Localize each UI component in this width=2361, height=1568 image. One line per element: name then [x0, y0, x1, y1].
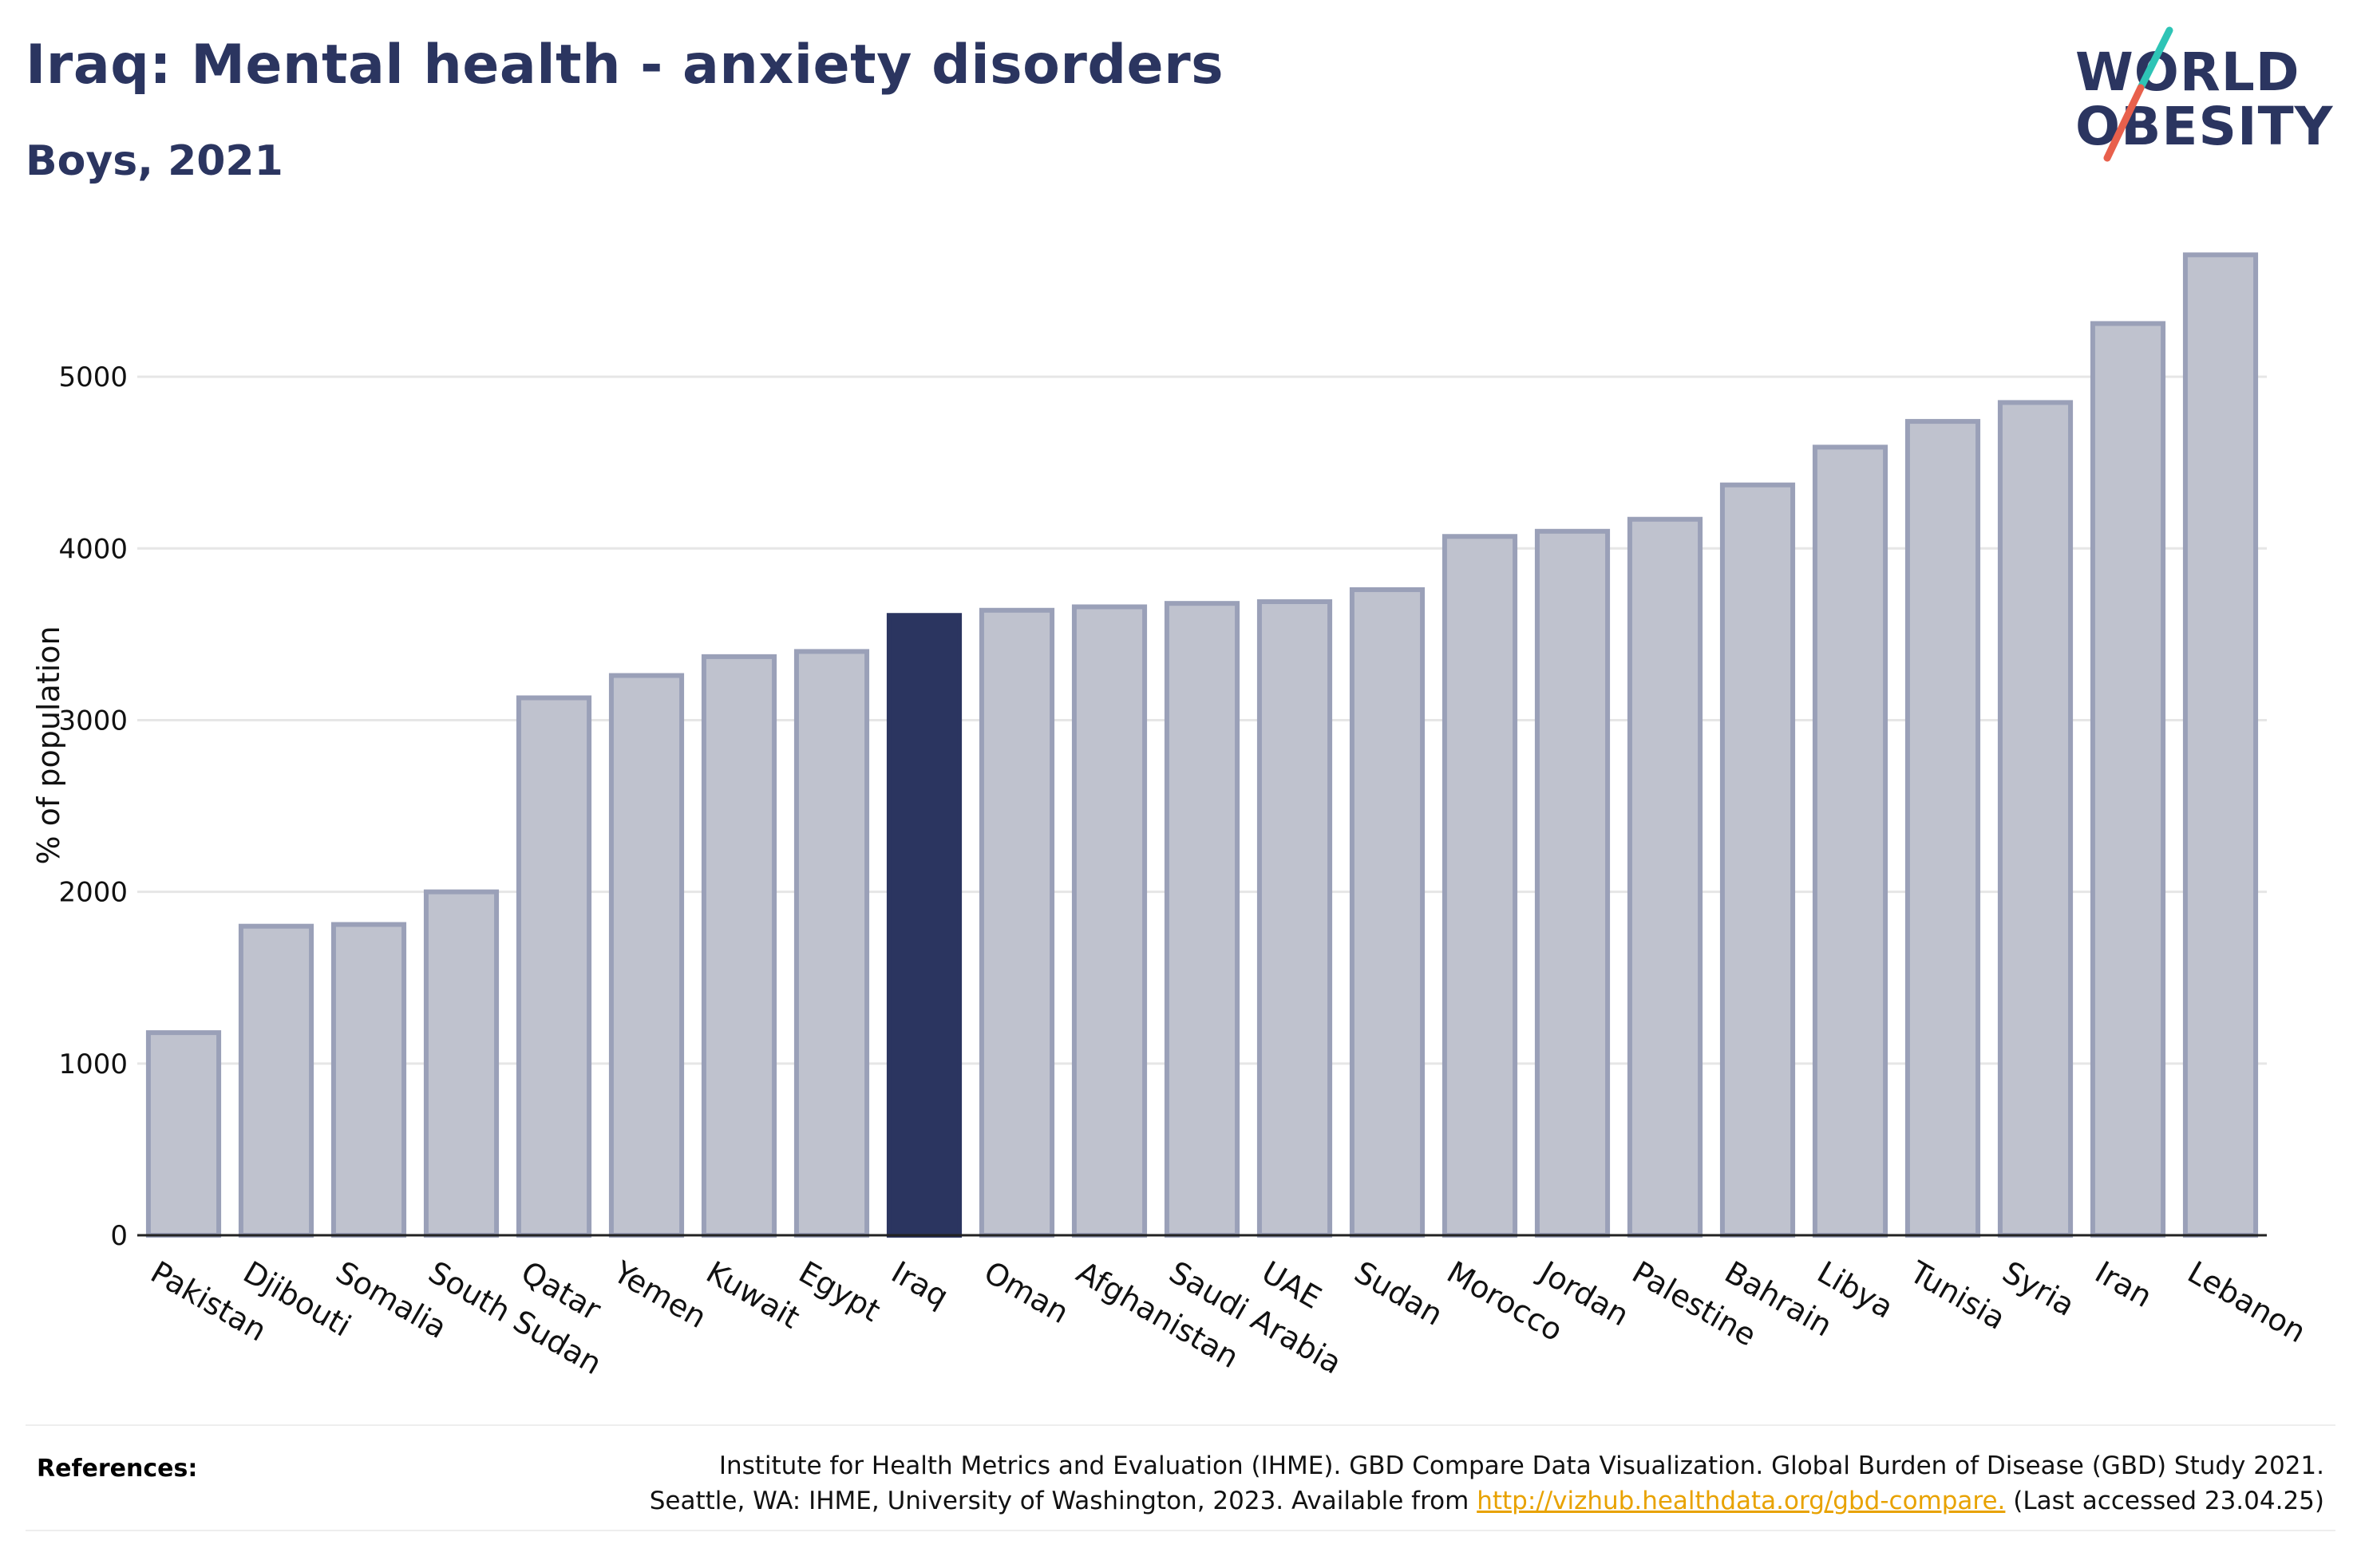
bar-iran — [2090, 321, 2166, 1238]
bar-tunisia — [1904, 419, 1981, 1238]
references-text: Institute for Health Metrics and Evaluat… — [650, 1448, 2324, 1519]
x-tick-label: Oman — [979, 1254, 1075, 1330]
y-tick-label: 4000 — [58, 533, 128, 565]
reference-link[interactable]: http://vizhub.healthdata.org/gbd-compare… — [1477, 1487, 2006, 1515]
bar-egypt — [793, 649, 870, 1238]
y-tick-label: 5000 — [58, 361, 128, 393]
bar-yemen — [608, 673, 685, 1238]
world-obesity-logo: WORLD OBESITY — [2075, 24, 2347, 168]
x-tick-label: Egypt — [793, 1254, 887, 1329]
x-tick-label: Kuwait — [701, 1254, 806, 1336]
bar-pakistan — [145, 1030, 222, 1238]
bar-libya — [1812, 444, 1888, 1238]
bar-iraq — [886, 613, 963, 1238]
bar-saudi-arabia — [1164, 601, 1240, 1238]
x-tick-label: Iraq — [886, 1254, 955, 1314]
bar-bahrain — [1719, 482, 1796, 1238]
bar-lebanon — [2182, 252, 2259, 1238]
reference-line-2-prefix: Seattle, WA: IHME, University of Washing… — [649, 1487, 1469, 1515]
bar-sudan — [1349, 587, 1426, 1238]
bar-south-sudan — [423, 889, 500, 1238]
bar-palestine — [1627, 516, 1703, 1238]
bar-morocco — [1442, 534, 1518, 1238]
x-tick-label: Iran — [2090, 1254, 2158, 1314]
x-tick-label: Syria — [1997, 1254, 2081, 1323]
bar-jordan — [1534, 528, 1611, 1238]
references-box: References: Institute for Health Metrics… — [26, 1424, 2335, 1531]
bar-kuwait — [701, 654, 777, 1238]
logo-slash-icon — [2103, 26, 2173, 162]
logo-line-2: OBESITY — [2075, 96, 2334, 157]
bar-djibouti — [238, 923, 314, 1238]
y-tick-label: 2000 — [58, 877, 128, 909]
y-axis-label: % of population — [31, 626, 66, 864]
reference-line-2: Seattle, WA: IHME, University of Washing… — [650, 1483, 2324, 1519]
chart-subtitle: Boys, 2021 — [26, 137, 283, 185]
x-tick-label: Tunisia — [1904, 1254, 2011, 1337]
bar-oman — [979, 607, 1055, 1238]
bar-afghanistan — [1071, 604, 1148, 1238]
bar-somalia — [330, 922, 407, 1238]
bar-uae — [1256, 599, 1333, 1238]
y-tick-label: 1000 — [58, 1049, 128, 1080]
y-tick-label: 0 — [110, 1220, 128, 1252]
chart-title: Iraq: Mental health - anxiety disorders — [26, 34, 1224, 97]
x-tick-label: Yemen — [607, 1254, 713, 1335]
logo-line-1: WORLD — [2075, 41, 2300, 103]
bar-syria — [1997, 400, 2074, 1238]
y-tick-label: 3000 — [58, 705, 128, 737]
x-tick-label: Sudan — [1349, 1254, 1449, 1333]
references-label: References: — [37, 1455, 198, 1483]
reference-line-1: Institute for Health Metrics and Evaluat… — [718, 1451, 2324, 1480]
x-tick-label: Lebanon — [2182, 1254, 2312, 1349]
bar-qatar — [516, 695, 592, 1238]
reference-line-2-suffix: (Last accessed 23.04.25) — [2013, 1487, 2324, 1515]
